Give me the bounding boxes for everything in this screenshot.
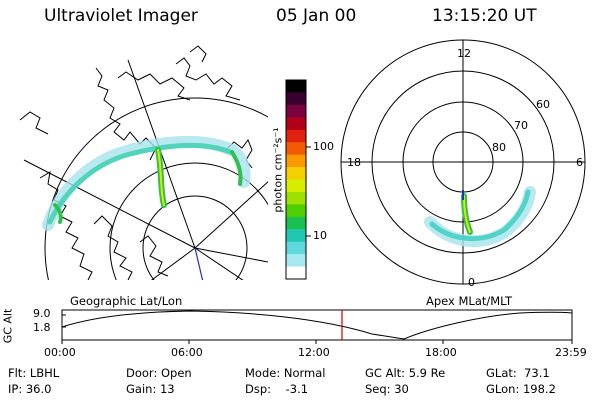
coastline bbox=[93, 215, 133, 280]
instrument-title: Ultraviolet Imager bbox=[44, 6, 198, 26]
info-seq: Seq: 30 bbox=[365, 382, 409, 396]
color-bar-segment bbox=[286, 80, 306, 94]
altitude-timeline bbox=[61, 309, 573, 344]
color-bar-segment bbox=[286, 104, 306, 118]
lon-line bbox=[194, 181, 268, 249]
info-gcalt: GC Alt: 5.9 Re bbox=[365, 366, 446, 380]
color-bar-segment bbox=[286, 229, 306, 243]
lon-line bbox=[194, 247, 268, 263]
info-door: Door: Open bbox=[126, 366, 192, 380]
color-bar-segment bbox=[286, 204, 306, 218]
lat-circle-inner bbox=[142, 195, 248, 280]
date-label: 05 Jan 00 bbox=[276, 6, 357, 26]
mlt-label-0: 0 bbox=[468, 276, 475, 289]
color-bar-segment bbox=[286, 167, 306, 181]
geographic-caption: Geographic Lat/Lon bbox=[70, 294, 183, 308]
coastline bbox=[39, 171, 93, 280]
cb-label-10: 10 bbox=[313, 229, 327, 242]
cb-label-100: 100 bbox=[313, 140, 334, 153]
timeline-y-bottom: 1.8 bbox=[33, 321, 51, 334]
aurora-polar bbox=[424, 186, 536, 248]
color-bar-segment bbox=[286, 129, 306, 143]
aurora-geographic bbox=[42, 135, 251, 231]
timeline-x-2359: 23:59 bbox=[555, 346, 587, 359]
info-glat: GLat: 73.1 bbox=[486, 366, 550, 380]
color-bar-segment bbox=[286, 191, 306, 205]
coastline bbox=[117, 71, 191, 101]
info-dsp: Dsp: -3.1 bbox=[245, 382, 309, 396]
info-mode: Mode: Normal bbox=[245, 366, 326, 380]
time-label: 13:15:20 UT bbox=[432, 6, 537, 26]
color-bar bbox=[286, 80, 306, 280]
timeline-ylabel: GC Alt bbox=[1, 308, 15, 344]
lat-circle-outer bbox=[44, 97, 268, 280]
coastline bbox=[19, 111, 49, 135]
info-ip: IP: 36.0 bbox=[8, 382, 52, 396]
mlt-label-6: 6 bbox=[576, 156, 583, 169]
timeline-x-0000: 00:00 bbox=[44, 346, 76, 359]
timeline-frame bbox=[61, 309, 573, 341]
timeline-y-top: 9.0 bbox=[33, 307, 51, 320]
mlat-label-80: 80 bbox=[492, 141, 506, 154]
color-bar-segment bbox=[286, 254, 306, 268]
coastline bbox=[95, 67, 157, 161]
color-bar-frame bbox=[285, 79, 307, 280]
timeline-x-0600: 06:00 bbox=[171, 346, 203, 359]
color-bar-unit-label: photon cm⁻²s⁻¹ bbox=[271, 127, 285, 213]
color-bar-segment bbox=[286, 179, 306, 193]
polar-plot bbox=[340, 39, 586, 285]
subsolar-meridian bbox=[194, 247, 204, 280]
info-gain: Gain: 13 bbox=[126, 382, 175, 396]
lon-line bbox=[194, 247, 244, 280]
altitude-curve bbox=[61, 310, 573, 340]
coastline bbox=[175, 57, 241, 101]
lon-line bbox=[150, 247, 196, 280]
color-bar-segment bbox=[286, 142, 306, 156]
lat-circle-mid bbox=[109, 162, 268, 280]
coastline bbox=[139, 235, 169, 277]
mlat-label-60: 60 bbox=[536, 98, 550, 111]
timeline-x-1800: 18:00 bbox=[425, 346, 457, 359]
color-bar-segment bbox=[286, 266, 306, 280]
timeline-x-1200: 12:00 bbox=[298, 346, 330, 359]
color-bar-segment bbox=[286, 92, 306, 106]
mlt-label-18: 18 bbox=[347, 156, 361, 169]
info-glon: GLon: 198.2 bbox=[486, 382, 556, 396]
color-bar-segment bbox=[286, 117, 306, 131]
mlat-label-70: 70 bbox=[514, 119, 528, 132]
lon-line bbox=[23, 159, 196, 249]
apex-caption: Apex MLat/MLT bbox=[426, 294, 513, 308]
info-flt: Flt: LBHL bbox=[8, 366, 60, 380]
coastline bbox=[189, 45, 207, 63]
mlt-label-12: 12 bbox=[457, 47, 471, 60]
color-bar-segment bbox=[286, 154, 306, 168]
color-bar-segment bbox=[286, 241, 306, 255]
color-bar-segment bbox=[286, 216, 306, 230]
geographic-map bbox=[19, 45, 268, 280]
